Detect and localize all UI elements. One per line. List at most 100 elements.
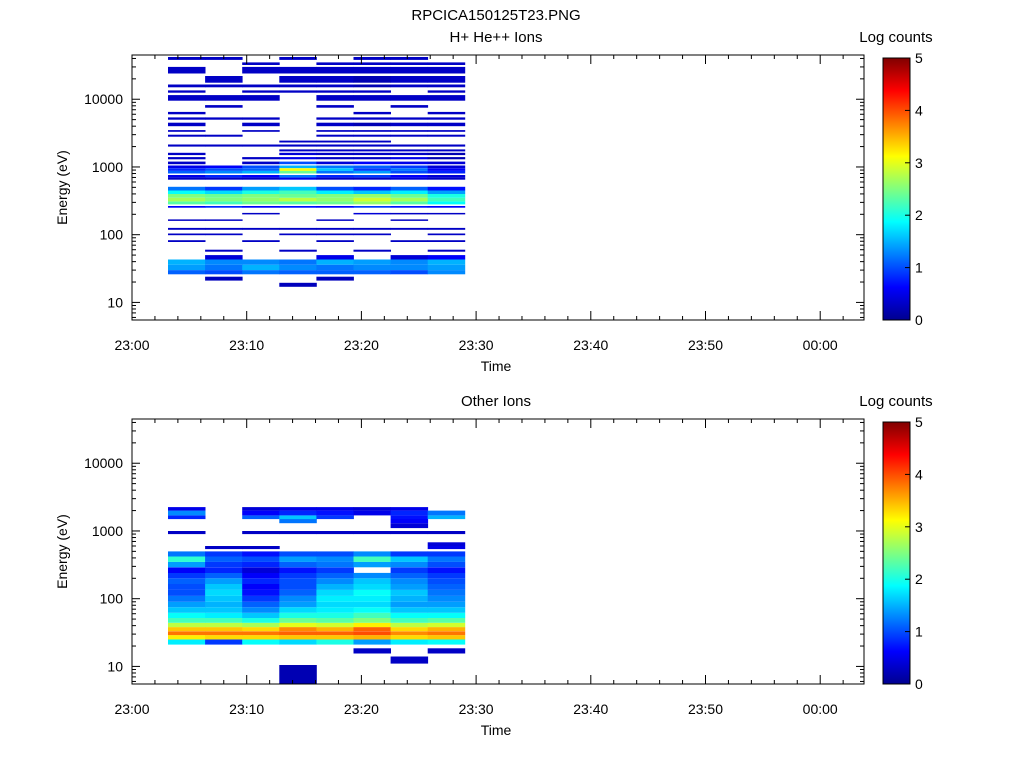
- heatmap-cell: [279, 584, 317, 590]
- heatmap-cell: [242, 84, 280, 88]
- heatmap-cell: [390, 259, 429, 265]
- heatmap-cell: [316, 157, 354, 160]
- heatmap-cell: [316, 149, 354, 152]
- heatmap-cell: [242, 259, 280, 265]
- heatmap-cell: [279, 622, 317, 628]
- heatmap-cell: [168, 134, 206, 137]
- heatmap-cell: [353, 612, 391, 618]
- heatmap-cell: [168, 177, 206, 180]
- heatmap-cell: [279, 556, 317, 562]
- heatmap-cell: [279, 617, 317, 623]
- heatmap-cell: [390, 612, 429, 618]
- heatmap-cell: [168, 639, 206, 645]
- heatmap-cell: [390, 66, 429, 74]
- heatmap-cell: [353, 84, 391, 88]
- heatmap-cell: [353, 90, 391, 93]
- heatmap-cell: [390, 76, 429, 83]
- heatmap-cell: [427, 631, 466, 636]
- heatmap-cell: [427, 648, 466, 654]
- heatmap-cell: [316, 201, 354, 205]
- heatmap-cell: [316, 193, 354, 198]
- heatmap-cell: [316, 510, 354, 516]
- heatmap-cell: [427, 510, 466, 516]
- heatmap-cell: [242, 567, 280, 573]
- heatmap-cell: [427, 157, 466, 160]
- heatmap-cell: [427, 130, 466, 132]
- heatmap-cell: [242, 622, 280, 628]
- heatmap-cell: [168, 206, 206, 208]
- heatmap-cell: [242, 639, 280, 645]
- heatmap-cell: [279, 567, 317, 573]
- heatmap-cell: [353, 175, 391, 178]
- heatmap-cell: [427, 622, 466, 628]
- heatmap-cell: [316, 612, 354, 618]
- heatmap-cell: [279, 175, 317, 178]
- heatmap-cell: [353, 648, 391, 654]
- heatmap-cell: [316, 105, 354, 108]
- heatmap-cell: [242, 130, 280, 132]
- heatmap-cell: [168, 170, 206, 174]
- heatmap-cell: [316, 631, 354, 636]
- heatmap-cell: [205, 219, 243, 221]
- heatmap-cell: [390, 656, 429, 664]
- heatmap-cell: [205, 168, 243, 171]
- heatmap-cell: [316, 531, 354, 535]
- heatmap-cell: [205, 551, 243, 557]
- heatmap-cell: [427, 639, 466, 645]
- heatmap-cell: [427, 584, 466, 590]
- x-tick-label: 00:00: [803, 701, 838, 717]
- heatmap-cell: [353, 635, 391, 640]
- heatmap-cell: [316, 227, 354, 230]
- colorbar-tick-label: 2: [915, 207, 923, 223]
- heatmap-cell: [353, 631, 391, 636]
- heatmap-cell: [390, 639, 429, 645]
- heatmap-cell: [390, 617, 429, 623]
- heatmap-cell: [390, 197, 429, 202]
- heatmap-cell: [427, 515, 466, 520]
- heatmap-cell: [353, 134, 391, 137]
- panel-title: H+ He++ Ions: [450, 29, 543, 46]
- heatmap-cell: [279, 168, 317, 171]
- heatmap-cell: [353, 601, 391, 608]
- heatmap-cell: [279, 264, 317, 271]
- heatmap-cell: [427, 190, 466, 194]
- x-axis: 23:00 23:10 23:20 23:30 23:40 23:50 00:00 Time: [114, 55, 844, 374]
- figure-title: RPCICA150125T23.PNG: [411, 7, 580, 24]
- heatmap-cell: [353, 551, 391, 557]
- heatmap-cell: [168, 117, 206, 120]
- x-tick-label: 23:30: [459, 337, 494, 353]
- heatmap-cell: [316, 572, 354, 579]
- heatmap-cell: [279, 157, 317, 160]
- heatmap-cell: [168, 635, 206, 640]
- heatmap-cell: [427, 76, 466, 83]
- heatmap-cell: [242, 556, 280, 562]
- heatmap-cell: [353, 76, 391, 83]
- heatmap-cell: [390, 122, 429, 127]
- heatmap-cell: [168, 233, 206, 236]
- heatmap-cell: [168, 168, 206, 171]
- heatmap-cell: [316, 551, 354, 557]
- heatmap-cell: [316, 140, 354, 143]
- colorbar-tick-label: 5: [915, 414, 923, 430]
- heatmap-cell: [427, 122, 466, 127]
- heatmap-cell: [168, 631, 206, 636]
- heatmap-cell: [427, 170, 466, 174]
- heatmap-cell: [316, 627, 354, 632]
- heatmap-cell: [205, 578, 243, 584]
- heatmap-cell: [242, 157, 280, 160]
- heatmap-cell: [205, 635, 243, 640]
- heatmap-cell: [316, 607, 354, 613]
- heatmap-cell: [390, 519, 429, 524]
- heatmap-cell: [390, 589, 429, 596]
- heatmap-cell: [353, 197, 391, 202]
- heatmap-cell: [390, 627, 429, 632]
- heatmap-cell: [316, 206, 354, 208]
- colorbar-tick-label: 0: [915, 676, 923, 692]
- heatmap-cell: [353, 117, 391, 120]
- heatmap-cell: [205, 556, 243, 562]
- heatmap-cell: [242, 62, 280, 65]
- heatmap-cell: [427, 152, 466, 156]
- heatmap-cell: [353, 190, 391, 194]
- heatmap-cell: [279, 249, 317, 252]
